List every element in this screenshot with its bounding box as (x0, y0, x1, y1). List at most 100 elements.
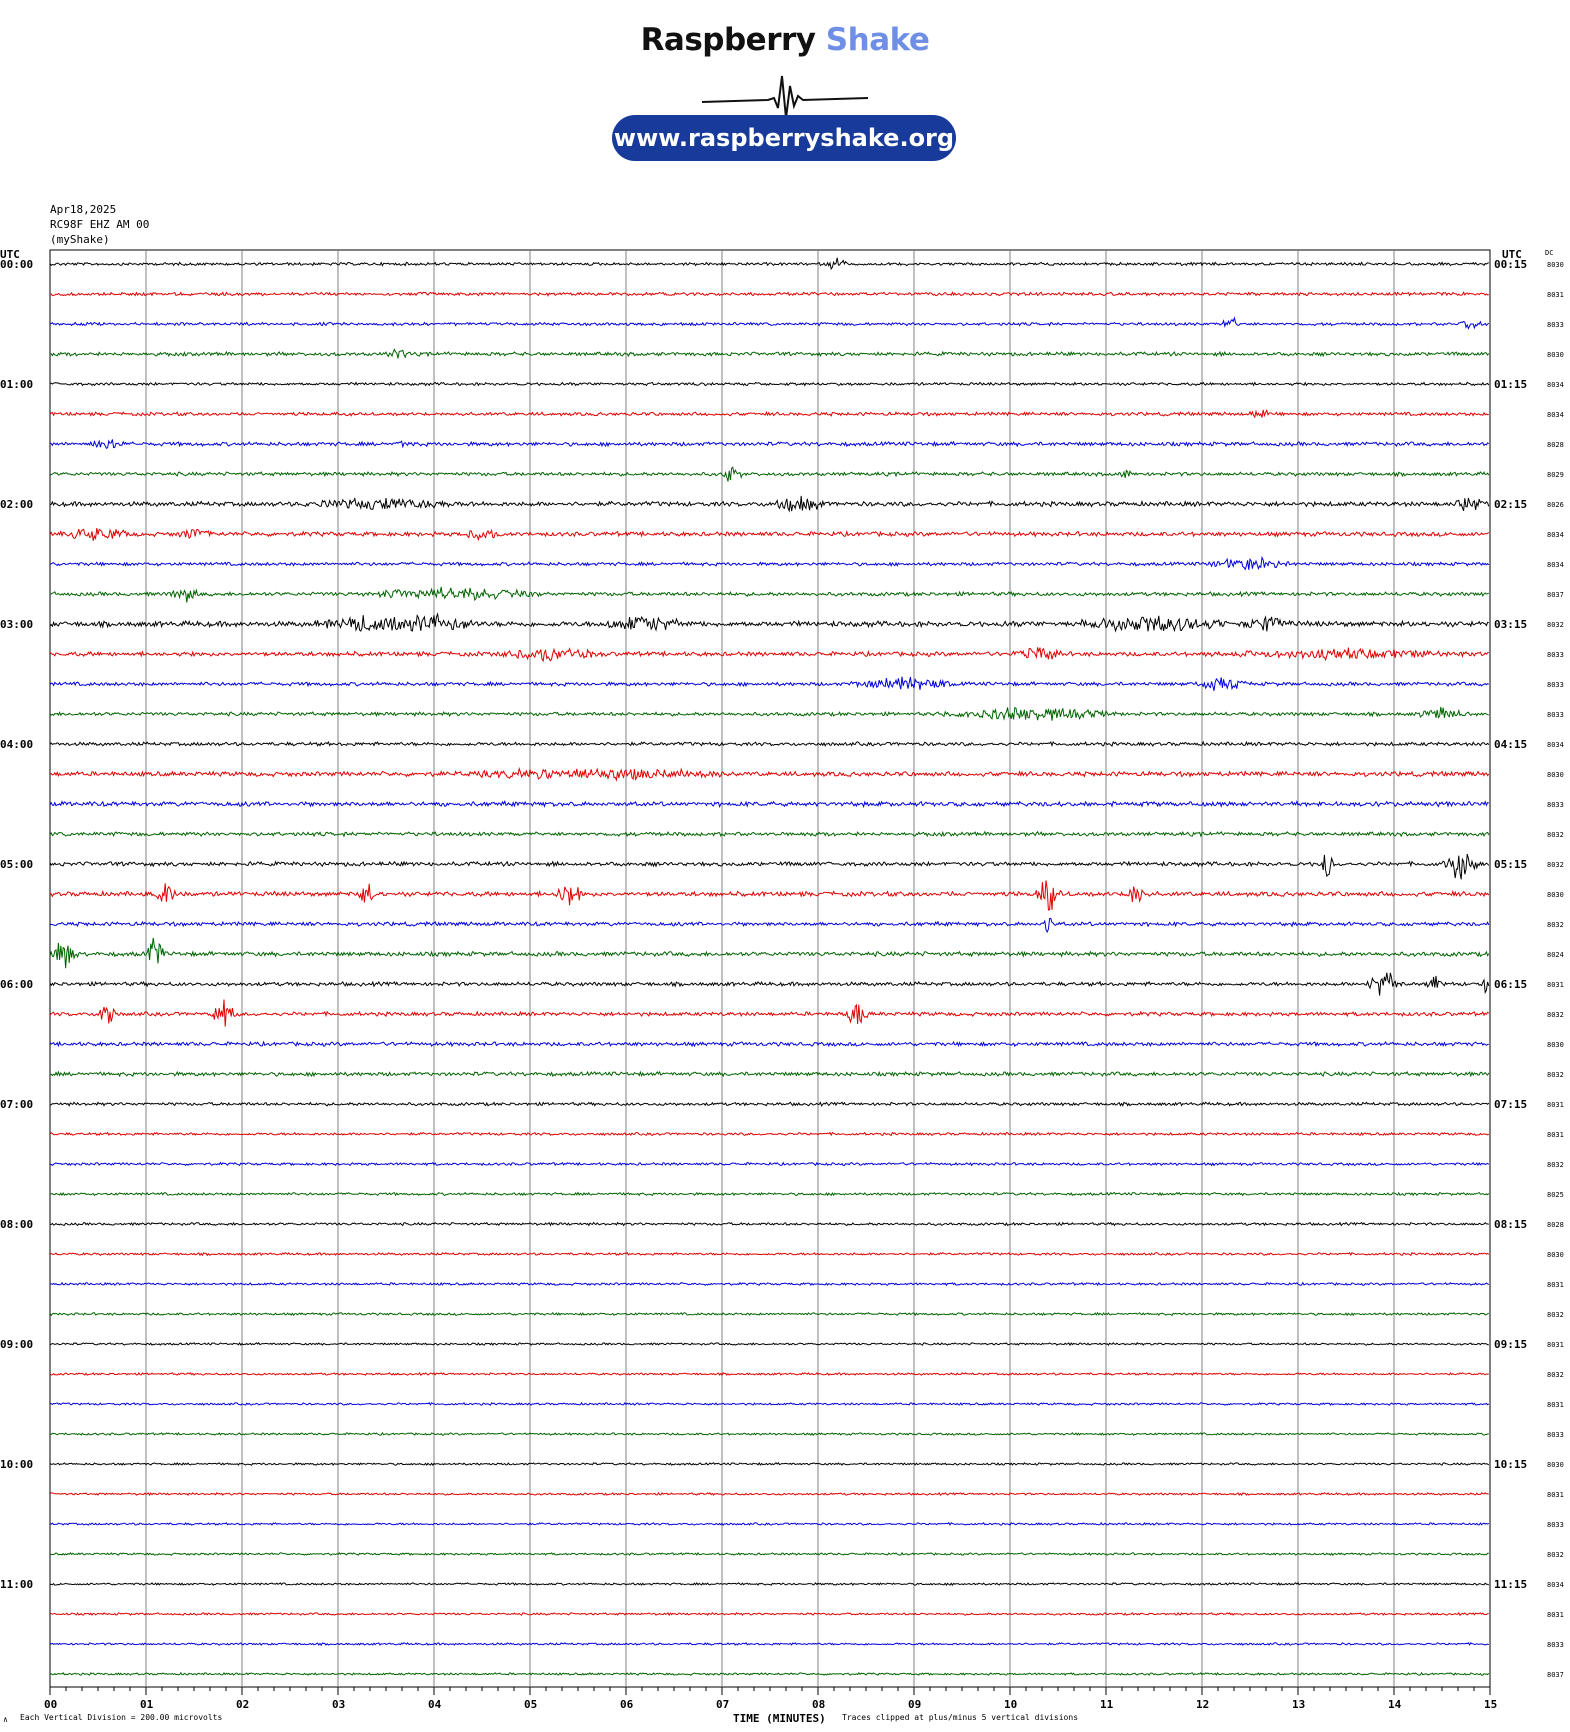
right-hour-label: 02:15 (1494, 498, 1527, 511)
brand-title: Raspberry Shake (600, 22, 970, 58)
x-tick-label: 11 (1100, 1698, 1114, 1711)
trace-row (49, 466, 1490, 482)
dc-value: 8033 (1547, 1521, 1564, 1529)
left-axis-title: UTC (0, 248, 20, 261)
x-tick-label: 13 (1292, 1698, 1305, 1711)
x-tick-label: 07 (716, 1698, 729, 1711)
x-axis-label: TIME (MINUTES) (733, 1712, 826, 1725)
x-tick-label: 14 (1388, 1698, 1402, 1711)
trace-row (49, 1251, 1490, 1257)
left-hour-label: 11:00 (0, 1578, 33, 1591)
trace-row (49, 917, 1490, 934)
trace-row (49, 1101, 1490, 1107)
left-hour-label: 03:00 (0, 618, 33, 631)
dc-value: 8031 (1547, 1131, 1564, 1139)
station-header: Apr18,2025 RC98F EHZ AM 00 (myShake) (50, 202, 149, 247)
trace-row (49, 1671, 1490, 1676)
brand-title-part1: Raspberry (640, 22, 816, 58)
brand-logo: Raspberry Shake www.raspberryshake.org (600, 22, 970, 172)
trace-row (49, 1491, 1490, 1497)
right-hour-label: 07:15 (1494, 1098, 1527, 1111)
dc-value: 8032 (1547, 1011, 1564, 1019)
dc-value: 8031 (1547, 1611, 1564, 1619)
trace-row (49, 555, 1490, 571)
dc-value: 8031 (1547, 291, 1564, 299)
trace-row (50, 1281, 1490, 1287)
trace-row (49, 647, 1490, 663)
trace-row (49, 937, 1490, 969)
dc-value: 8032 (1547, 861, 1564, 869)
trace-row (49, 676, 1489, 691)
trace-row (49, 1642, 1490, 1647)
dc-value: 8028 (1547, 441, 1564, 449)
dc-value: 8030 (1547, 351, 1564, 359)
right-hour-label: 10:15 (1494, 1458, 1527, 1471)
brand-title-part2: Shake (825, 22, 930, 58)
x-tick-label: 12 (1196, 1698, 1209, 1711)
trace-row (49, 439, 1490, 449)
dc-value: 8033 (1547, 651, 1564, 659)
dc-value: 8031 (1547, 981, 1564, 989)
dc-value: 8033 (1547, 681, 1564, 689)
x-tick-label: 01 (140, 1698, 154, 1711)
x-tick-label: 15 (1484, 1698, 1497, 1711)
x-tick-label: 09 (908, 1698, 921, 1711)
trace-row (49, 1161, 1490, 1167)
trace-row (49, 1040, 1489, 1048)
trace-row (49, 1371, 1489, 1377)
trace-row (49, 999, 1490, 1027)
left-hour-label: 00:00 (0, 258, 33, 271)
dc-value: 8033 (1547, 1431, 1564, 1439)
trace-row (49, 586, 1490, 603)
x-tick-label: 00 (44, 1698, 57, 1711)
left-hour-label: 05:00 (0, 858, 33, 871)
trace-row (49, 1070, 1490, 1078)
x-tick-label: 10 (1004, 1698, 1017, 1711)
trace-row (49, 972, 1490, 996)
scale-note: Each Vertical Division = 200.00 microvol… (20, 1713, 222, 1722)
dc-value: 8031 (1547, 1281, 1564, 1289)
network-name: (myShake) (50, 233, 110, 246)
dc-value: 8034 (1547, 531, 1564, 539)
left-hour-label: 01:00 (0, 378, 33, 391)
trace-row (49, 830, 1490, 838)
trace-row (49, 612, 1489, 633)
minute-grid (49, 250, 1491, 1695)
trace-row (49, 527, 1490, 542)
left-hour-label: 09:00 (0, 1338, 33, 1351)
trace-row (49, 291, 1489, 297)
trace-row (49, 316, 1490, 330)
dc-value: 8032 (1547, 921, 1564, 929)
dc-value: 8030 (1547, 261, 1564, 269)
dc-value: 8031 (1547, 1401, 1564, 1409)
brand-url-link[interactable]: www.raspberryshake.org (612, 115, 956, 161)
trace-row (49, 257, 1489, 271)
trace-row (49, 408, 1489, 419)
x-tick-label: 04 (428, 1698, 442, 1711)
dc-title: DC (1545, 249, 1553, 257)
dc-value: 8032 (1547, 831, 1564, 839)
right-hour-label: 04:15 (1494, 738, 1527, 751)
right-hour-label: 00:15 (1494, 258, 1527, 271)
right-hour-label: 09:15 (1494, 1338, 1527, 1351)
trace-row (49, 706, 1489, 721)
dc-value: 8033 (1547, 801, 1564, 809)
trace-row (49, 1581, 1490, 1586)
trace-row (49, 1221, 1489, 1227)
station-id: RC98F EHZ AM 00 (50, 218, 150, 231)
x-tick-label: 05 (524, 1698, 537, 1711)
dc-value: 8030 (1547, 1461, 1564, 1469)
seismic-traces (49, 257, 1490, 1676)
trace-row (49, 853, 1490, 880)
dc-value: 8032 (1547, 1311, 1564, 1319)
left-hour-label: 04:00 (0, 738, 33, 751)
left-hour-label: 02:00 (0, 498, 33, 511)
dc-value: 8026 (1547, 501, 1564, 509)
small-corner-mark: ∧ (3, 1715, 8, 1724)
dc-value: 8032 (1547, 1551, 1564, 1559)
dc-value: 8032 (1547, 1071, 1564, 1079)
right-hour-label: 06:15 (1494, 978, 1527, 991)
axis-labels: 00 01 02 03 04 05 06 07 08 09 10 11 12 13 14 15 8030 00:0… (0, 258, 1564, 1711)
dc-value: 8030 (1547, 1041, 1564, 1049)
trace-row (49, 800, 1489, 809)
